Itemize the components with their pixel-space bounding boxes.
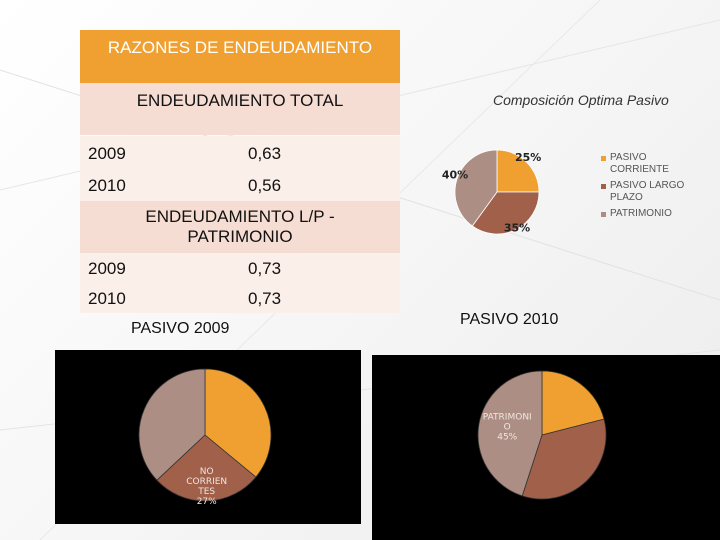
total-title: ENDEUDAMIENTO TOTAL — [136, 91, 344, 110]
total-row-2009-year: 2009 — [80, 136, 240, 171]
pie-chart-2010: PATRIMONI O 45% — [477, 370, 607, 500]
year-label: 2009 — [88, 259, 126, 278]
lp-subheader: ENDEUDAMIENTO L/P - PATRIMONIO — [80, 201, 400, 253]
chart-title-2009: PASIVO 2009 — [131, 320, 230, 337]
chart-legend: PASIVO CORRIENTE PASIVO LARGO PLAZO PATR… — [601, 152, 701, 224]
pie-chart-2009: NO CORRIEN TES 27% — [138, 368, 272, 507]
pie-slice-patrimonio — [477, 370, 543, 497]
pie-slice-pasivo-largo-plazo — [471, 191, 540, 235]
pie-data-label: NO CORRIEN TES 27% — [186, 467, 227, 507]
legend-item: PASIVO CORRIENTE — [601, 152, 701, 176]
chart-title-2010: PASIVO 2010 — [460, 311, 559, 328]
legend-swatch — [601, 156, 606, 161]
legend-label: PATRIMONIO — [610, 208, 672, 219]
year-label: 2010 — [88, 289, 126, 308]
total-row-2010-year: 2010 — [80, 171, 240, 201]
lp-row-2010-value: 0,73 — [240, 285, 400, 313]
lp-row-2009-year: 2009 — [80, 253, 240, 285]
pie-chart-optima: 25% 35% 40% — [442, 149, 541, 235]
table-header-title: RAZONES DE ENDEUDAMIENTO — [107, 38, 373, 57]
legend-item: PASIVO LARGO PLAZO — [601, 180, 701, 204]
pie-data-label: 35% — [504, 221, 530, 234]
pie-slice-pasivo-corriente — [204, 368, 272, 478]
pie-data-label: PATRIMONI O 45% — [483, 412, 532, 442]
total-row-2009-value: 0,63 — [240, 136, 400, 171]
legend-label: PASIVO LARGO PLAZO — [610, 180, 685, 203]
lp-row-2009-value: 0,73 — [240, 253, 400, 285]
legend-swatch — [601, 184, 606, 189]
legend-label: PASIVO CORRIENTE — [610, 152, 669, 175]
legend-item: PATRIMONIO — [601, 208, 701, 220]
year-label: 2010 — [88, 176, 126, 195]
legend-swatch — [601, 212, 606, 217]
ratio-value: 0,73 — [248, 259, 282, 278]
lp-title: ENDEUDAMIENTO L/P - PATRIMONIO — [145, 207, 335, 246]
pie-slice-pasivo-corriente — [496, 149, 540, 193]
pie-slice-pasivo-no-corriente — [521, 418, 607, 500]
pie-slice-patrimonio — [454, 149, 498, 227]
table-header: RAZONES DE ENDEUDAMIENTO — [80, 30, 400, 83]
pie-slice-pasivo-corriente — [541, 370, 605, 436]
ratio-value: 0,63 — [248, 143, 282, 163]
pie-data-label: 25% — [515, 151, 541, 164]
chart-title-optima: Composición Optima Pasivo — [493, 92, 669, 108]
pie-slice-patrimonio — [138, 368, 206, 481]
year-label: 2009 — [88, 143, 126, 163]
total-subheader: ENDEUDAMIENTO TOTAL — [80, 83, 400, 135]
lp-row-2010-year: 2010 — [80, 285, 240, 313]
pie-slice-no-corrientes — [156, 434, 257, 502]
pie-data-label: 40% — [442, 168, 468, 181]
total-row-2010-value: 0,56 — [240, 171, 400, 201]
ratio-value: 0,56 — [248, 176, 282, 195]
ratio-value: 0,73 — [248, 289, 282, 308]
